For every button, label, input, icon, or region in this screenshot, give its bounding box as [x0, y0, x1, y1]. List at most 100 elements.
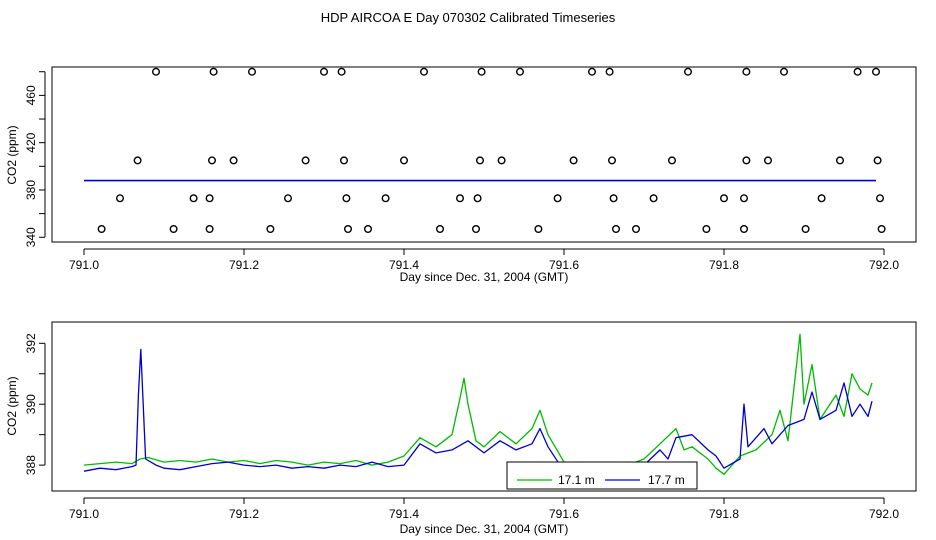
bottom-x-tick-label: 791.6: [549, 507, 579, 521]
data-point: [742, 156, 751, 165]
top-y-axis-label: CO2 (ppm): [5, 125, 19, 184]
data-point: [801, 224, 810, 233]
bottom-y-tick-label: 390: [24, 394, 38, 414]
data-point: [189, 194, 198, 203]
data-point: [340, 156, 349, 165]
data-point: [115, 194, 124, 203]
data-point: [516, 67, 525, 76]
data-point: [205, 224, 214, 233]
data-point: [477, 67, 486, 76]
chart-title: HDP AIRCOA E Day 070302 Calibrated Times…: [321, 10, 616, 25]
data-point: [702, 224, 711, 233]
bottom-x-tick-label: 791.0: [69, 507, 99, 521]
bottom-x-tick-label: 791.4: [389, 507, 419, 521]
bottom-x-axis-label: Day since Dec. 31, 2004 (GMT): [400, 522, 569, 536]
data-point: [229, 156, 238, 165]
data-point: [588, 67, 597, 76]
top-y-tick-label: 420: [24, 132, 38, 152]
data-point: [497, 156, 506, 165]
data-point: [684, 67, 693, 76]
data-point: [742, 67, 751, 76]
data-point: [342, 194, 351, 203]
data-point: [209, 67, 218, 76]
bottom-y-axis: 388 390 392: [24, 333, 46, 475]
data-point: [456, 194, 465, 203]
data-point: [344, 224, 353, 233]
data-point: [836, 156, 845, 165]
bottom-plot-frame: [51, 321, 917, 492]
bottom-x-tick-label: 791.2: [229, 507, 259, 521]
data-point: [247, 67, 256, 76]
top-y-tick-label: 380: [24, 180, 38, 200]
data-point: [740, 194, 749, 203]
data-point: [764, 156, 773, 165]
data-point: [473, 194, 482, 203]
data-point: [609, 194, 618, 203]
data-point: [612, 224, 621, 233]
data-point: [133, 156, 142, 165]
top-points-layer: [97, 67, 886, 233]
series-line-17-1m: [83, 333, 873, 475]
data-point: [320, 67, 329, 76]
bottom-y-tick-label: 392: [24, 333, 38, 353]
data-point: [381, 194, 390, 203]
top-plot-frame: [51, 66, 917, 243]
data-point: [632, 224, 641, 233]
top-x-tick-label: 792.0: [869, 258, 899, 272]
bottom-panel: 791.0 791.2 791.4 791.6 791.8 792.0 388 390 392…: [5, 321, 917, 536]
top-x-tick-label: 791.8: [709, 258, 739, 272]
data-point: [151, 67, 160, 76]
top-y-tick-label: 340: [24, 227, 38, 247]
data-point: [534, 224, 543, 233]
top-x-tick-label: 791.2: [229, 258, 259, 272]
data-point: [720, 194, 729, 203]
data-point: [605, 67, 614, 76]
legend: 17.1 m 17.7 m: [506, 461, 698, 490]
legend-label-17-1m: 17.1 m: [558, 473, 595, 487]
data-point: [872, 67, 881, 76]
bottom-y-axis-label: CO2 (ppm): [5, 376, 19, 435]
data-point: [420, 67, 429, 76]
data-point: [569, 156, 578, 165]
data-point: [436, 224, 445, 233]
bottom-series-layer: [83, 333, 873, 480]
data-point: [337, 67, 346, 76]
legend-box: [506, 461, 698, 490]
data-point: [668, 156, 677, 165]
data-point: [205, 194, 214, 203]
data-point: [553, 194, 562, 203]
top-panel: 791.0 791.2 791.4 791.6 791.8 792.0 340 380 420…: [5, 66, 917, 284]
top-x-tick-label: 791.4: [389, 258, 419, 272]
bottom-y-tick-label: 388: [24, 455, 38, 475]
bottom-x-axis: 791.0 791.2 791.4 791.6 791.8 792.0: [69, 497, 899, 521]
data-point: [876, 194, 885, 203]
data-point: [472, 224, 481, 233]
data-point: [301, 156, 310, 165]
bottom-x-tick-label: 792.0: [869, 507, 899, 521]
data-point: [853, 67, 862, 76]
data-point: [877, 224, 886, 233]
data-point: [780, 67, 789, 76]
data-point: [400, 156, 409, 165]
data-point: [476, 156, 485, 165]
top-x-tick-label: 791.6: [549, 258, 579, 272]
data-point: [873, 156, 882, 165]
top-x-axis: 791.0 791.2 791.4 791.6 791.8 792.0: [69, 248, 899, 272]
data-point: [817, 194, 826, 203]
data-point: [740, 224, 749, 233]
data-point: [608, 156, 617, 165]
data-point: [207, 156, 216, 165]
legend-label-17-7m: 17.7 m: [648, 473, 685, 487]
series-line-17-7m: [83, 348, 873, 480]
top-x-axis-label: Day since Dec. 31, 2004 (GMT): [400, 270, 569, 284]
data-point: [649, 194, 658, 203]
top-y-axis: 340 380 420 460: [24, 71, 46, 247]
data-point: [169, 224, 178, 233]
bottom-x-tick-label: 791.8: [709, 507, 739, 521]
data-point: [284, 194, 293, 203]
data-point: [97, 224, 106, 233]
data-point: [266, 224, 275, 233]
data-point: [364, 224, 373, 233]
top-y-tick-label: 460: [24, 85, 38, 105]
